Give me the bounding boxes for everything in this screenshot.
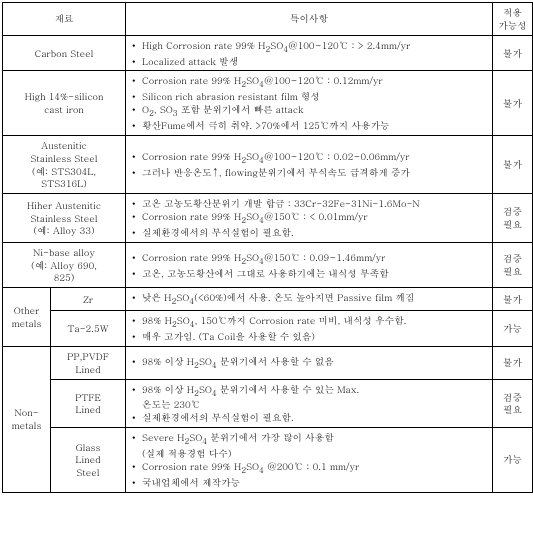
material-cell: AusteniticStainless Steel(예: STS304L,STS… [3, 135, 126, 193]
apply-cell: 검증필요 [493, 379, 533, 428]
apply-cell: 검증필요 [493, 242, 533, 287]
header-apply: 적용가능성 [493, 3, 533, 36]
features-cell: 낮은 H2SO4(<60%)에서 사용. 온도 높아지면 Passive fil… [126, 288, 493, 311]
apply-cell: 가능 [493, 311, 533, 347]
features-cell: Corrosion rate 99% H2SO4@100~120℃ : 0.02… [126, 135, 493, 193]
features-cell: High Corrosion rate 99% H2SO4@100~120℃ :… [126, 35, 493, 71]
apply-cell: 불가 [493, 288, 533, 311]
apply-cell: 불가 [493, 346, 533, 379]
sub-material-cell: Ta-2.5W [51, 311, 126, 347]
features-cell: 고온 고농도황산분위기 개발 합금 : 33Cr-32Fe-31Ni-1.6Mo… [126, 194, 493, 243]
apply-cell: 불가 [493, 71, 533, 136]
header-features: 특이사항 [126, 3, 493, 36]
table-row: Hiher AusteniticStainless Steel(예: Alloy… [3, 194, 533, 243]
material-table: 재료 특이사항 적용가능성 Carbon SteelHigh Corrosion… [2, 2, 533, 493]
table-row: Non-metalsPP,PVDFLined98% 이상 H2SO4 분위기에서… [3, 346, 533, 379]
material-cell: Carbon Steel [3, 35, 126, 71]
group-label: Othermetals [3, 288, 51, 347]
table-row: High 14%-siliconcast ironCorrosion rate … [3, 71, 533, 136]
material-cell: Ni-base alloy(예: Alloy 690,825) [3, 242, 126, 287]
features-cell: Corrosion rate 99% H2SO4@150℃ : 0.09~1.4… [126, 242, 493, 287]
table-row: AusteniticStainless Steel(예: STS304L,STS… [3, 135, 533, 193]
table-row: Carbon SteelHigh Corrosion rate 99% H2SO… [3, 35, 533, 71]
apply-cell: 불가 [493, 35, 533, 71]
table-row: GlassLinedSteelSevere H2SO4 분위기에서 가장 많이 … [3, 428, 533, 493]
features-cell: Corrosion rate 99% H2SO4@100~120℃ : 0.12… [126, 71, 493, 136]
features-cell: 98% H2SO4, 150℃까지 Corrosion rate 미비, 내식성… [126, 311, 493, 347]
features-cell: Severe H2SO4 분위기에서 가장 많이 사용함(실제 적용경험 다수)… [126, 428, 493, 493]
material-cell: Hiher AusteniticStainless Steel(예: Alloy… [3, 194, 126, 243]
table-row: PTFELined98% 이상 H2SO4 분위기에서 사용할 수 있는 Max… [3, 379, 533, 428]
table-row: OthermetalsZr낮은 H2SO4(<60%)에서 사용. 온도 높아지… [3, 288, 533, 311]
apply-cell: 불가 [493, 135, 533, 193]
features-cell: 98% 이상 H2SO4 분위기에서 사용할 수 없음 [126, 346, 493, 379]
header-material: 재료 [3, 3, 126, 36]
header-row: 재료 특이사항 적용가능성 [3, 3, 533, 36]
apply-cell: 검증필요 [493, 194, 533, 243]
apply-cell: 가능 [493, 428, 533, 493]
material-cell: High 14%-siliconcast iron [3, 71, 126, 136]
features-cell: 98% 이상 H2SO4 분위기에서 사용할 수 있는 Max.온도는 230℃… [126, 379, 493, 428]
sub-material-cell: Zr [51, 288, 126, 311]
sub-material-cell: PTFELined [51, 379, 126, 428]
group-label: Non-metals [3, 346, 51, 492]
sub-material-cell: GlassLinedSteel [51, 428, 126, 493]
table-row: Ni-base alloy(예: Alloy 690,825)Corrosion… [3, 242, 533, 287]
table-row: Ta-2.5W98% H2SO4, 150℃까지 Corrosion rate … [3, 311, 533, 347]
sub-material-cell: PP,PVDFLined [51, 346, 126, 379]
